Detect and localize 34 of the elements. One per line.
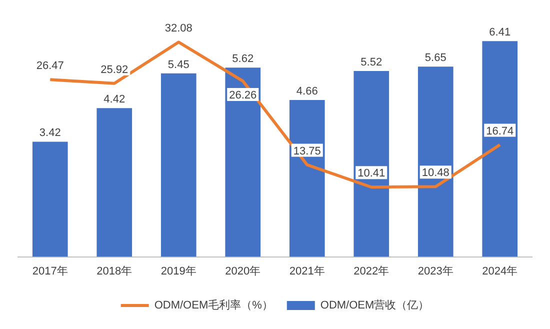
data-label: 5.45 (168, 58, 190, 71)
data-label: 13.75 (293, 145, 321, 158)
x-tick-label: 2017年 (32, 265, 68, 278)
data-label: 10.41 (358, 168, 386, 180)
bar (32, 142, 68, 257)
data-label: 4.66 (296, 86, 318, 98)
bar (482, 41, 518, 257)
data-label: 5.65 (424, 52, 446, 64)
x-tick-label: 2021年 (289, 265, 325, 278)
x-tick-label: 2023年 (418, 265, 454, 278)
data-label: 10.48 (422, 167, 450, 180)
legend-label: ODM/OEM营收（亿） (320, 298, 430, 312)
x-tick-label: 2020年 (225, 265, 261, 278)
bar (96, 108, 132, 257)
data-label: 25.92 (100, 64, 128, 76)
data-label: 3.42 (39, 127, 61, 140)
data-label: 32.08 (164, 22, 192, 35)
data-label: 16.74 (486, 125, 514, 138)
data-label: 6.41 (489, 26, 511, 39)
x-tick-label: 2018年 (96, 265, 132, 278)
bar (418, 66, 454, 257)
bar (160, 73, 196, 257)
data-label: 5.62 (232, 53, 254, 66)
bar (225, 68, 261, 257)
data-label: 26.47 (36, 60, 64, 72)
x-tick-label: 2022年 (354, 265, 390, 278)
data-label: 5.52 (360, 56, 382, 69)
legend-label: ODM/OEM毛利率（%） (154, 298, 273, 312)
data-label: 26.26 (229, 90, 257, 102)
bar (289, 100, 325, 257)
x-tick-label: 2019年 (160, 265, 196, 278)
data-label: 4.42 (104, 94, 126, 106)
bar (354, 71, 390, 257)
x-tick-label: 2024年 (482, 265, 518, 278)
